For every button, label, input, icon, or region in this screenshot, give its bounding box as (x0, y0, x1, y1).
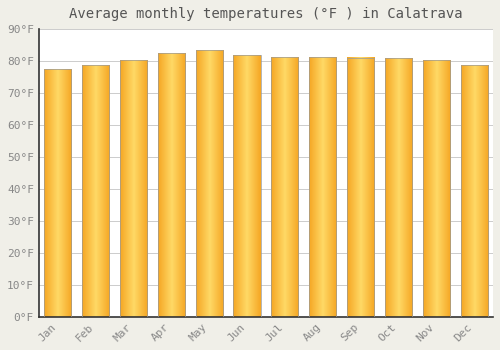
Bar (422, 60, 450, 317)
Bar (234, 55, 260, 317)
Bar (120, 60, 147, 317)
Bar (385, 58, 412, 317)
Bar (309, 57, 336, 317)
Bar (82, 65, 109, 317)
Bar (460, 65, 488, 317)
Bar (158, 53, 185, 317)
Bar (347, 57, 374, 317)
Title: Average monthly temperatures (°F ) in Calatrava: Average monthly temperatures (°F ) in Ca… (69, 7, 462, 21)
Bar (271, 57, 298, 317)
Bar (44, 69, 72, 317)
Bar (196, 50, 223, 317)
